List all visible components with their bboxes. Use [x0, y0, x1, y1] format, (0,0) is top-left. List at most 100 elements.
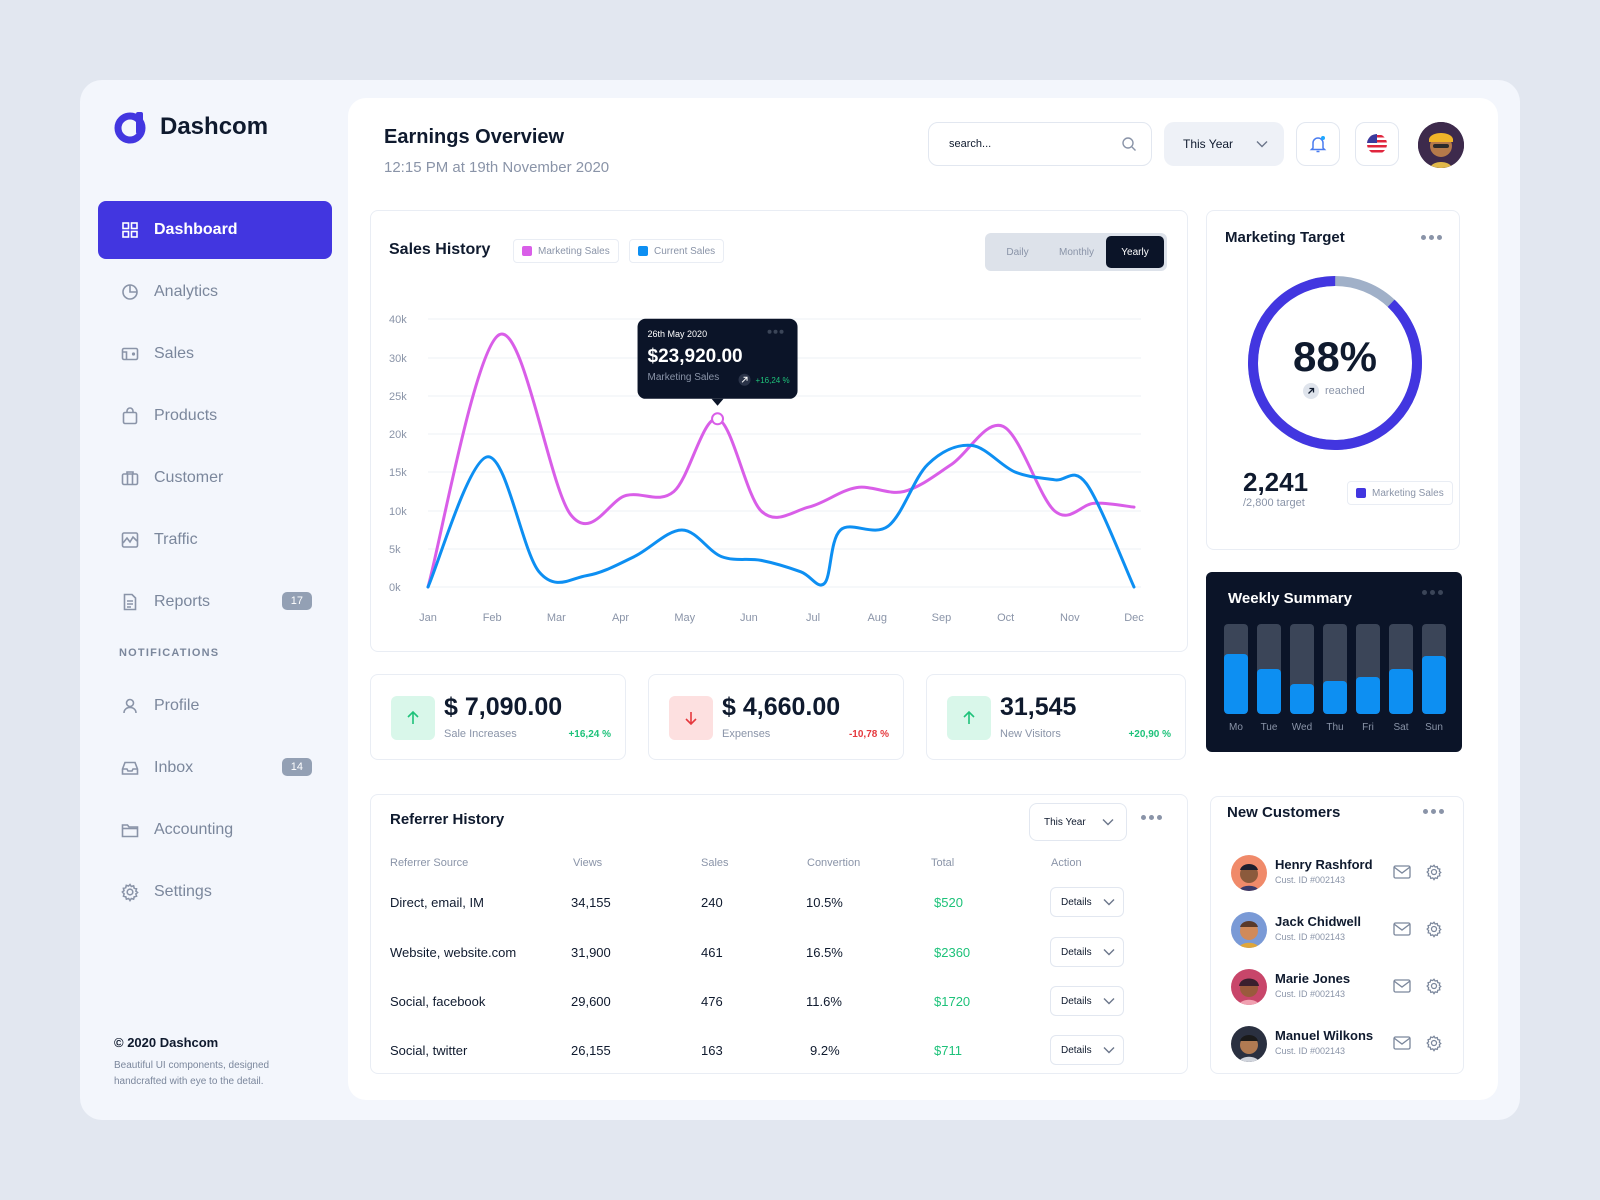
tab-daily[interactable]: Daily [1006, 246, 1029, 258]
tooltip-point [711, 412, 725, 426]
column-header-conversion[interactable]: Convertion [807, 857, 861, 869]
details-button[interactable]: Details [1050, 986, 1124, 1016]
file-icon [123, 593, 137, 611]
weekly-bar[interactable] [1323, 680, 1347, 714]
tab-yearly[interactable]: Yearly [1106, 236, 1164, 268]
mail-icon[interactable] [1393, 979, 1411, 993]
folder-icon [121, 824, 139, 838]
sidebar-item-inbox[interactable]: Inbox 14 [98, 739, 332, 797]
customer-name: Jack Chidwell [1275, 914, 1361, 929]
main-panel: Earnings Overview 12:15 PM at 19th Novem… [348, 98, 1498, 1100]
customer-name: Manuel Wilkons [1275, 1028, 1374, 1043]
sidebar-item-sales[interactable]: Sales [98, 325, 332, 383]
arrow-down-icon [669, 696, 713, 740]
referrer-history-title: Referrer History [390, 811, 505, 828]
weekly-bar[interactable] [1290, 684, 1314, 714]
weekly-bar[interactable] [1422, 656, 1446, 714]
row-total: $2360 [934, 945, 971, 960]
language-button[interactable] [1355, 122, 1399, 166]
sidebar-item-analytics[interactable]: Analytics [98, 263, 332, 321]
sidebar-item-accounting[interactable]: Accounting [98, 801, 332, 859]
brand-logo[interactable]: Dashcom [114, 110, 268, 144]
sidebar-item-label: Inbox [154, 759, 194, 776]
legend-marketing-sales[interactable]: Marketing Sales [513, 239, 619, 263]
sidebar-item-profile[interactable]: Profile [98, 677, 332, 735]
notifications-button[interactable] [1296, 122, 1340, 166]
tooltip-value: $23,920.00 [648, 346, 743, 367]
mail-icon[interactable] [1393, 865, 1411, 879]
search-box[interactable] [928, 122, 1152, 166]
gear-icon[interactable] [1425, 1034, 1443, 1052]
sidebar-item-products[interactable]: Products [98, 387, 332, 445]
chevron-down-icon [1256, 141, 1268, 148]
legend-marketing-sales[interactable]: Marketing Sales [1347, 481, 1453, 505]
target-percent: 88% [1292, 333, 1378, 380]
user-avatar[interactable] [1418, 122, 1464, 168]
weekly-bar[interactable] [1389, 669, 1413, 714]
more-options-icon[interactable] [1423, 809, 1444, 814]
bell-icon [1309, 136, 1327, 153]
row-views: 31,900 [571, 945, 611, 960]
sidebar-item-label: Sales [154, 345, 195, 362]
arrow-up-icon [947, 696, 991, 740]
weekly-bar[interactable] [1224, 653, 1248, 714]
details-label: Details [1061, 995, 1092, 1007]
more-options-icon[interactable] [1421, 235, 1442, 240]
more-options-icon[interactable] [1141, 815, 1162, 820]
more-options-dot [767, 329, 772, 334]
weekly-bar-track [1356, 624, 1380, 714]
gear-icon[interactable] [1425, 977, 1443, 995]
logo-icon [114, 110, 148, 144]
gear-icon[interactable] [1425, 863, 1443, 881]
period-select[interactable]: This Year [1164, 122, 1284, 166]
gear-icon[interactable] [1425, 920, 1443, 938]
details-button[interactable]: Details [1050, 1035, 1124, 1065]
stat-card-new-visitors: 31,545 New Visitors +20,90 % [926, 674, 1186, 760]
stat-label: New Visitors [1000, 728, 1061, 740]
sidebar-nav: Dashboard Analytics Sales Products Custo… [98, 201, 332, 925]
row-sales: 461 [701, 945, 723, 960]
more-options-icon[interactable] [1422, 590, 1443, 595]
customer-row[interactable]: Jack Chidwell Cust. ID #002143 [1231, 910, 1451, 950]
legend-current-sales[interactable]: Current Sales [629, 239, 725, 263]
customer-row[interactable]: Marie Jones Cust. ID #002143 [1231, 967, 1451, 1007]
y-tick-label: 25k [389, 391, 407, 403]
search-icon[interactable] [1121, 136, 1137, 152]
sidebar-item-label: Products [154, 407, 218, 424]
customer-row[interactable]: Manuel Wilkons Cust. ID #002143 [1231, 1024, 1451, 1064]
sidebar-item-traffic[interactable]: Traffic [98, 511, 332, 569]
new-customers-title: New Customers [1227, 804, 1341, 821]
column-header-sales[interactable]: Sales [701, 857, 729, 869]
mail-icon[interactable] [1393, 1036, 1411, 1050]
sidebar-item-dashboard[interactable]: Dashboard [98, 201, 332, 259]
arrow-up-right-icon [1303, 383, 1319, 399]
sidebar-item-settings[interactable]: Settings [98, 863, 332, 921]
app-shell: Dashcom Dashboard Analytics Sales Produc… [80, 80, 1520, 1120]
sidebar-item-reports[interactable]: Reports 17 [98, 573, 332, 631]
column-header-action: Action [1051, 857, 1082, 869]
weekly-bar[interactable] [1356, 677, 1380, 714]
column-header-total[interactable]: Total [931, 857, 955, 869]
details-label: Details [1061, 946, 1092, 958]
sales-history-title: Sales History [389, 241, 491, 258]
user-avatar-image [1418, 122, 1464, 168]
tab-monthly[interactable]: Monthly [1058, 246, 1094, 258]
weekly-day-label: Sat [1393, 722, 1409, 733]
details-button[interactable]: Details [1050, 887, 1124, 917]
referrer-period-select[interactable]: This Year [1029, 803, 1127, 841]
weekly-summary-card: Weekly Summary Mo Tue Wed Thu Fri Sat Sun [1206, 572, 1462, 752]
mail-icon[interactable] [1393, 922, 1411, 936]
chevron-down-icon [1102, 819, 1114, 826]
customer-row[interactable]: Henry Rashford Cust. ID #002143 [1231, 853, 1451, 893]
weekly-bar[interactable] [1257, 669, 1281, 714]
row-source: Social, facebook [390, 994, 486, 1009]
details-button[interactable]: Details [1050, 937, 1124, 967]
customer-id: Cust. ID #002143 [1275, 932, 1346, 942]
search-input[interactable] [949, 138, 1099, 150]
y-tick-label: 15k [389, 467, 407, 479]
sidebar-item-customer[interactable]: Customer [98, 449, 332, 507]
weekly-bar-track [1389, 624, 1413, 714]
weekly-bar-track [1224, 624, 1248, 714]
column-header-views[interactable]: Views [573, 857, 603, 869]
column-header-source[interactable]: Referrer Source [390, 857, 469, 869]
